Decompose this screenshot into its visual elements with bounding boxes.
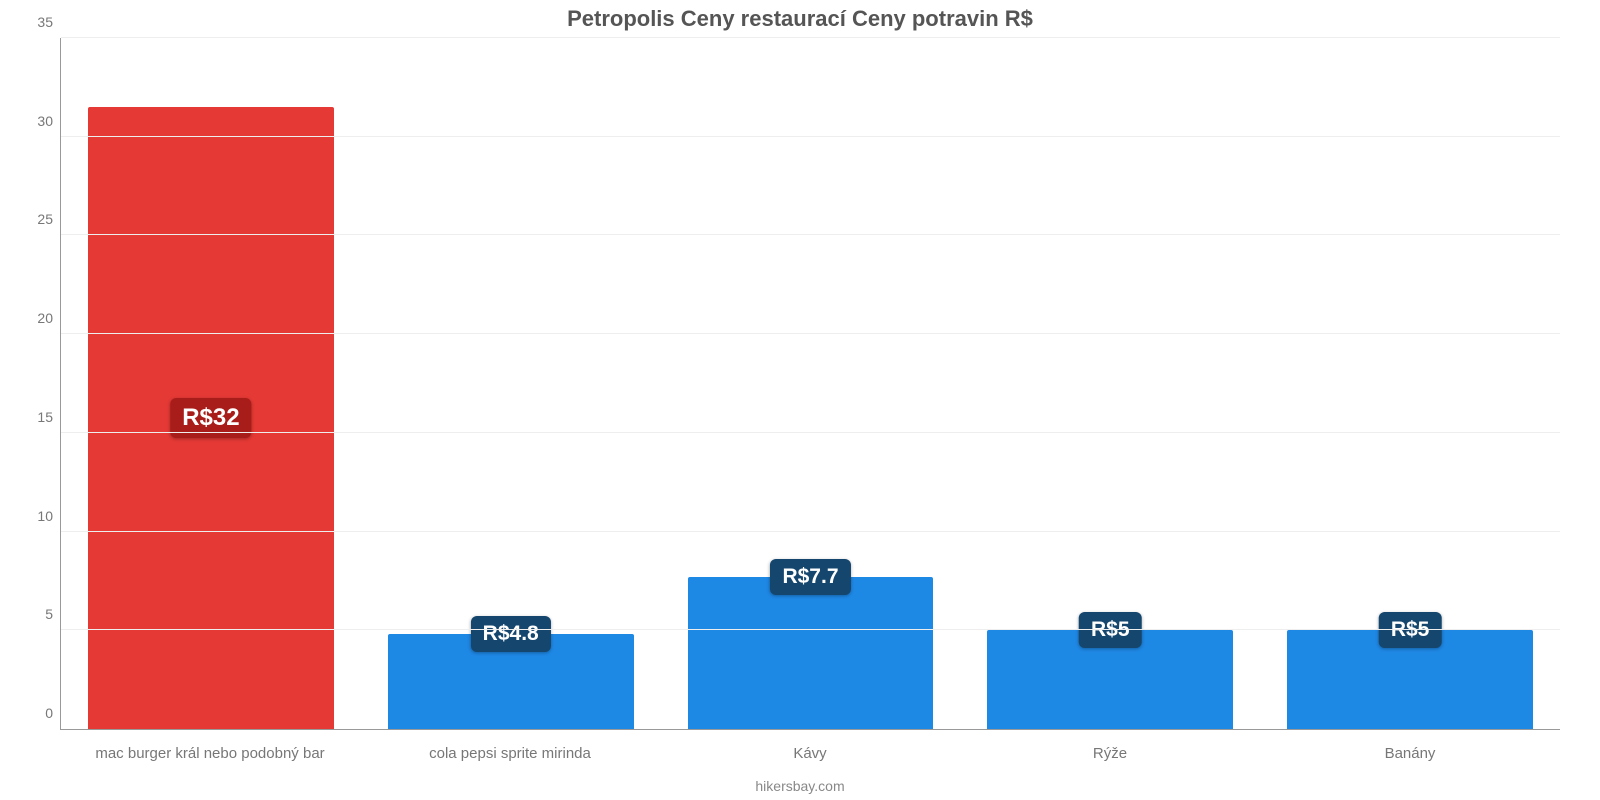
x-tick-label: mac burger král nebo podobný bar	[60, 737, 360, 762]
gridline	[61, 432, 1560, 433]
value-badge: R$4.8	[471, 616, 551, 652]
value-badge: R$5	[1079, 612, 1142, 648]
bar: R$7.7	[688, 577, 934, 729]
bar-slot: R$5	[960, 38, 1260, 729]
x-axis-labels: mac burger král nebo podobný barcola pep…	[60, 737, 1560, 762]
y-tick-label: 15	[37, 409, 53, 425]
x-tick-label: Kávy	[660, 737, 960, 762]
chart-title: Petropolis Ceny restaurací Ceny potravin…	[0, 6, 1600, 32]
y-tick-label: 30	[37, 113, 53, 129]
y-tick-label: 25	[37, 211, 53, 227]
bar-slot: R$5	[1260, 38, 1560, 729]
bar-slot: R$32	[61, 38, 361, 729]
price-bar-chart: Petropolis Ceny restaurací Ceny potravin…	[0, 0, 1600, 800]
value-badge: R$7.7	[770, 559, 850, 595]
bar-slot: R$4.8	[361, 38, 661, 729]
y-tick-label: 0	[45, 705, 53, 721]
bar: R$5	[987, 630, 1233, 729]
bar-slot: R$7.7	[661, 38, 961, 729]
bar: R$5	[1287, 630, 1533, 729]
x-tick-label: Rýže	[960, 737, 1260, 762]
value-badge: R$5	[1379, 612, 1442, 648]
gridline	[61, 629, 1560, 630]
y-tick-label: 5	[45, 606, 53, 622]
x-tick-label: cola pepsi sprite mirinda	[360, 737, 660, 762]
y-tick-label: 20	[37, 310, 53, 326]
bars-row: R$32R$4.8R$7.7R$5R$5	[61, 38, 1560, 729]
y-tick-label: 35	[37, 14, 53, 30]
bar: R$4.8	[388, 634, 634, 729]
gridline	[61, 333, 1560, 334]
gridline	[61, 234, 1560, 235]
y-tick-label: 10	[37, 508, 53, 524]
bar: R$32	[88, 107, 334, 729]
chart-credit: hikersbay.com	[0, 778, 1600, 794]
gridline	[61, 136, 1560, 137]
plot-area: R$32R$4.8R$7.7R$5R$5 05101520253035	[60, 38, 1560, 730]
gridline	[61, 531, 1560, 532]
x-tick-label: Banány	[1260, 737, 1560, 762]
gridline	[61, 37, 1560, 38]
